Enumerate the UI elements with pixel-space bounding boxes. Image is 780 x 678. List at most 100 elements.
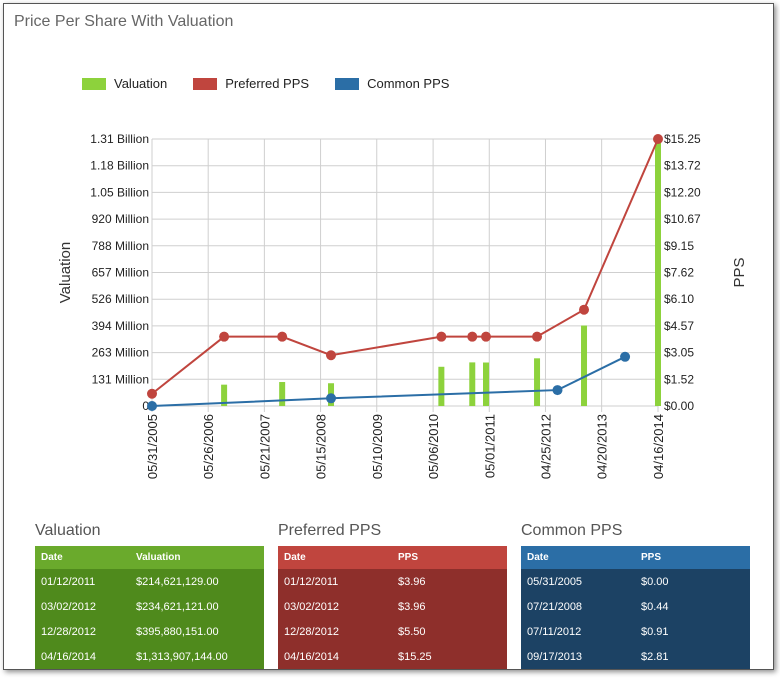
x-axis-tick-label: 04/25/2012 bbox=[538, 414, 553, 479]
cell-value: $395,880,151.00 bbox=[136, 625, 219, 638]
y-axis-right-tick-label: $10.67 bbox=[664, 212, 701, 226]
preferred-pps-point bbox=[467, 331, 478, 342]
legend-item-preferred-pps[interactable]: Preferred PPS bbox=[193, 76, 309, 91]
preferred-pps-point bbox=[481, 331, 492, 342]
x-axis-tick-label: 05/06/2010 bbox=[426, 414, 441, 479]
cell-value: $15.25 bbox=[398, 650, 432, 663]
cell-date: 09/17/2013 bbox=[527, 650, 583, 663]
legend-label-common-pps: Common PPS bbox=[367, 76, 450, 91]
y-axis-right-tick-label: $7.62 bbox=[664, 266, 694, 280]
preferred-pps-point bbox=[147, 388, 157, 399]
legend-item-valuation[interactable]: Valuation bbox=[82, 76, 167, 91]
y-axis-right-tick-label: $6.10 bbox=[664, 292, 694, 306]
table-row: 07/21/2008 $0.44 bbox=[521, 594, 750, 619]
common-pps-panel: Common PPS Date PPS 05/31/2005 $0.00 07/2… bbox=[521, 522, 750, 669]
preferred-pps-table-title: Preferred PPS bbox=[278, 522, 382, 539]
table-row: 12/28/2012 $395,880,151.00 bbox=[35, 619, 264, 644]
cell-value: $2.81 bbox=[641, 650, 669, 663]
cell-date: 04/16/2014 bbox=[41, 650, 97, 663]
common-pps-point bbox=[620, 351, 631, 362]
column-header-value: Valuation bbox=[136, 552, 181, 563]
preferred-pps-point bbox=[277, 331, 288, 342]
y-axis-left-tick-label: 394 Million bbox=[92, 319, 149, 333]
x-axis-tick-label: 05/15/2008 bbox=[314, 414, 329, 479]
y-axis-right-tick-label: $13.72 bbox=[664, 159, 701, 173]
preferred-pps-point bbox=[532, 331, 543, 342]
y-axis-right-tick-label: $15.25 bbox=[664, 132, 701, 146]
preferred-pps-point bbox=[436, 331, 447, 342]
legend-swatch-common-pps bbox=[335, 77, 360, 90]
valuation-bar bbox=[581, 325, 588, 406]
table-row: 07/11/2012 $0.91 bbox=[521, 619, 750, 644]
y-axis-left-tick-label: 657 Million bbox=[92, 266, 149, 280]
y-axis-left-tick-label: 526 Million bbox=[92, 292, 149, 306]
cell-value: $234,621,121.00 bbox=[136, 600, 219, 613]
x-axis-tick-label: 05/01/2011 bbox=[482, 414, 497, 478]
x-axis-tick-label: 05/10/2009 bbox=[370, 414, 385, 479]
y-axis-left-tick-label: 1.31 Billion bbox=[90, 132, 149, 146]
y-axis-right-title: PPS bbox=[731, 257, 748, 287]
y-axis-left-tick-label: 788 Million bbox=[92, 239, 149, 253]
y-axis-right-tick-label: $0.00 bbox=[664, 399, 694, 413]
table-row: 03/02/2012 $3.96 bbox=[278, 594, 507, 619]
cell-value: $3.96 bbox=[398, 600, 426, 613]
y-axis-left-tick-label: 1.18 Billion bbox=[90, 159, 149, 173]
x-axis-tick-label: 05/31/2005 bbox=[145, 414, 160, 479]
x-axis-tick-label: 04/16/2014 bbox=[651, 414, 666, 479]
common-pps-line bbox=[151, 355, 626, 407]
legend-item-common-pps[interactable]: Common PPS bbox=[335, 76, 449, 91]
legend-label-preferred-pps: Preferred PPS bbox=[225, 76, 310, 91]
chart-window: Price Per Share With Valuation Valuation… bbox=[3, 3, 774, 670]
column-header-pps: PPS bbox=[398, 552, 419, 563]
cell-date: 01/12/2011 bbox=[284, 575, 339, 588]
legend-swatch-valuation bbox=[82, 77, 106, 90]
cell-date: 07/21/2008 bbox=[527, 600, 583, 613]
preferred-pps-table: Date PPS 01/12/2011 $3.96 03/02/2012 $3.96… bbox=[278, 546, 507, 669]
x-axis-tick-label: 05/26/2006 bbox=[201, 414, 216, 479]
column-header-pps: PPS bbox=[641, 552, 662, 563]
column-header-date: Date bbox=[284, 552, 306, 563]
y-axis-left-tick-label: 920 Million bbox=[92, 212, 149, 226]
cell-value: $3.96 bbox=[398, 575, 426, 588]
preferred-pps-line bbox=[151, 138, 659, 395]
table-row: 04/16/2014 $1,313,907,144.00 bbox=[35, 644, 264, 669]
cell-date: 07/11/2012 bbox=[527, 625, 582, 638]
common-pps-table: Date PPS 05/31/2005 $0.00 07/21/2008 $0.44… bbox=[521, 546, 750, 669]
table-row: 04/16/2014 $15.25 bbox=[278, 644, 507, 669]
common-pps-table-title: Common PPS bbox=[521, 522, 623, 539]
cell-value: $5.50 bbox=[398, 625, 426, 638]
y-axis-left-tick-label: 263 Million bbox=[92, 346, 149, 360]
table-header-row: Date PPS bbox=[278, 546, 507, 569]
y-axis-right-tick-label: $12.20 bbox=[664, 185, 701, 199]
preferred-pps-panel: Preferred PPS Date PPS 01/12/2011 $3.96 0… bbox=[278, 522, 507, 669]
common-pps-point bbox=[147, 401, 157, 411]
valuation-bar bbox=[655, 139, 661, 406]
chart-plot: 0 $0.00 131 Million $1.52 263 Million $3.05 39… bbox=[57, 132, 748, 479]
preferred-pps-point bbox=[579, 304, 590, 315]
table-row: 12/28/2012 $5.50 bbox=[278, 619, 507, 644]
cell-date: 03/02/2012 bbox=[284, 600, 340, 613]
x-axis-tick-label: 04/20/2013 bbox=[595, 414, 610, 479]
preferred-pps-point bbox=[219, 331, 230, 342]
column-header-date: Date bbox=[527, 552, 549, 563]
table-row: 09/17/2013 $2.81 bbox=[521, 644, 750, 669]
y-axis-right-tick-label: $3.05 bbox=[664, 346, 694, 360]
cell-date: 04/16/2014 bbox=[284, 650, 340, 663]
valuation-bar bbox=[438, 366, 445, 406]
chart-legend: Valuation Preferred PPS Common PPS bbox=[82, 76, 475, 91]
legend-label-valuation: Valuation bbox=[114, 76, 168, 91]
page-title: Price Per Share With Valuation bbox=[14, 13, 234, 30]
valuation-bar bbox=[221, 384, 228, 406]
table-header-row: Date PPS bbox=[521, 546, 750, 569]
y-axis-left-title: Valuation bbox=[57, 242, 74, 303]
y-axis-right-tick-label: $1.52 bbox=[664, 372, 694, 386]
table-header-row: Date Valuation bbox=[35, 546, 264, 569]
valuation-bar bbox=[534, 358, 541, 406]
x-axis-tick-label: 05/21/2007 bbox=[257, 414, 272, 479]
table-row: 01/12/2011 $3.96 bbox=[278, 569, 507, 594]
cell-date: 12/28/2012 bbox=[41, 625, 97, 638]
cell-value: $214,621,129.00 bbox=[136, 575, 219, 588]
table-row: 05/31/2005 $0.00 bbox=[521, 569, 750, 594]
common-pps-point bbox=[552, 385, 563, 396]
column-header-date: Date bbox=[41, 552, 63, 563]
